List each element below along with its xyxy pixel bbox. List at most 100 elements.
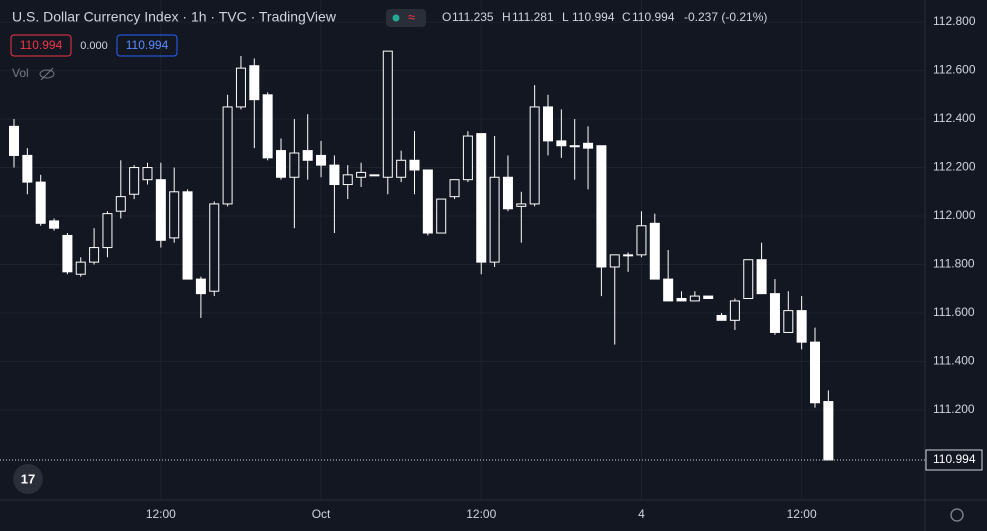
candle-body [743,259,754,299]
y-tick-label: 112.600 [933,63,976,77]
candle-body [810,341,820,404]
candle-body [449,179,460,198]
candle-body [169,191,180,239]
ohlc-legend: O 111.235 H 111.281 L 110.994 C 110.994 -0.237 (… [442,10,767,24]
candle-body [436,198,447,234]
candle-body [129,167,140,195]
candle-body [783,310,794,333]
ohlc-change: -0.237 (-0.21%) [684,10,767,24]
ohlc-value: 111.281 [512,10,554,24]
y-tick-label: 112.400 [933,111,976,125]
candle-body [356,171,367,178]
y-tick-label: 111.400 [933,354,975,368]
candle-body [102,213,113,249]
candle-body [823,401,834,461]
candle-body [142,167,153,181]
candle-body [382,50,393,178]
candle-body [636,225,647,256]
candle-body [649,222,660,280]
ohlc-key: O [442,10,451,24]
x-tick-label: 4 [638,507,645,521]
candle-body [623,254,634,257]
sell-price: 110.994 [20,38,63,52]
candle-body [703,295,714,299]
candle-body [209,203,220,292]
tv-logo[interactable]: 17 [13,464,43,494]
candle-body [342,174,353,186]
candle-body [476,133,487,263]
candle-body [222,106,233,205]
candle-body [302,150,313,161]
y-tick-label: 112.000 [933,208,976,222]
candle-body [89,247,100,263]
candle-body [235,67,246,108]
candle-body [115,196,126,212]
candle-body [529,106,540,205]
candle-body [769,293,780,333]
candle-body [329,164,340,186]
buy-button[interactable] [116,34,178,57]
candle-body [543,106,553,142]
ohlc-key: C [622,10,631,24]
ohlc-key: H [502,10,511,24]
x-tick-label: 12:00 [466,507,496,521]
candle-body [556,140,567,147]
candle-body [489,176,500,263]
ohlc-value: 111.235 [452,10,494,24]
last-price-box [925,449,983,471]
candle-body [49,220,60,229]
spread: 0.000 [80,40,108,52]
candle-body [689,295,700,302]
x-tick-label: Oct [312,507,331,521]
candle-body [676,297,687,302]
candle-body [516,203,527,207]
candle-body [62,234,73,273]
buy-price: 110.994 [126,38,169,52]
status-icon: ≈ [408,9,415,24]
candle-body [409,159,420,171]
candle-body [663,278,674,302]
sell-button[interactable] [10,34,72,57]
candle-body [729,300,740,321]
svg-text:17: 17 [21,471,35,486]
ohlc-value: 110.994 [632,10,675,24]
plot [9,50,834,461]
candle-body [276,150,286,178]
y-tick-label: 111.800 [933,257,975,271]
candle-body [609,254,620,268]
candle-body [422,169,433,234]
candle-body [462,135,473,181]
candle-body [396,159,407,178]
hide-icon[interactable] [39,67,55,81]
status-toggle[interactable] [386,9,426,27]
candle-body [316,154,327,166]
chart-title: U.S. Dollar Currency Index · 1h · TVC · … [12,9,337,25]
candle-body [583,142,594,149]
x-tick-label: 12:00 [787,507,817,521]
y-tick-label: 112.800 [933,14,976,28]
candle-body [716,314,727,321]
ohlc-key: L [562,10,569,24]
candle-body [35,181,46,224]
candle-body [22,154,33,183]
candle-body [195,278,206,295]
ohlc-value: 110.994 [572,10,615,24]
volume-label: Vol [12,66,29,80]
candle-body [249,65,260,101]
candle-body [596,145,607,268]
candle-body [75,261,86,275]
settings-icon[interactable] [950,508,964,522]
last-price-label: 110.994 [933,452,976,466]
candle-body [369,174,380,177]
y-tick-label: 112.200 [933,160,976,174]
candle-body [289,152,300,178]
candle-body [756,259,767,295]
candle-body [9,125,19,156]
candle-body [262,94,273,159]
x-tick-label: 12:00 [146,507,176,521]
y-tick-label: 111.600 [933,305,975,319]
candle-body [155,179,166,241]
y-tick-label: 111.200 [933,402,975,416]
